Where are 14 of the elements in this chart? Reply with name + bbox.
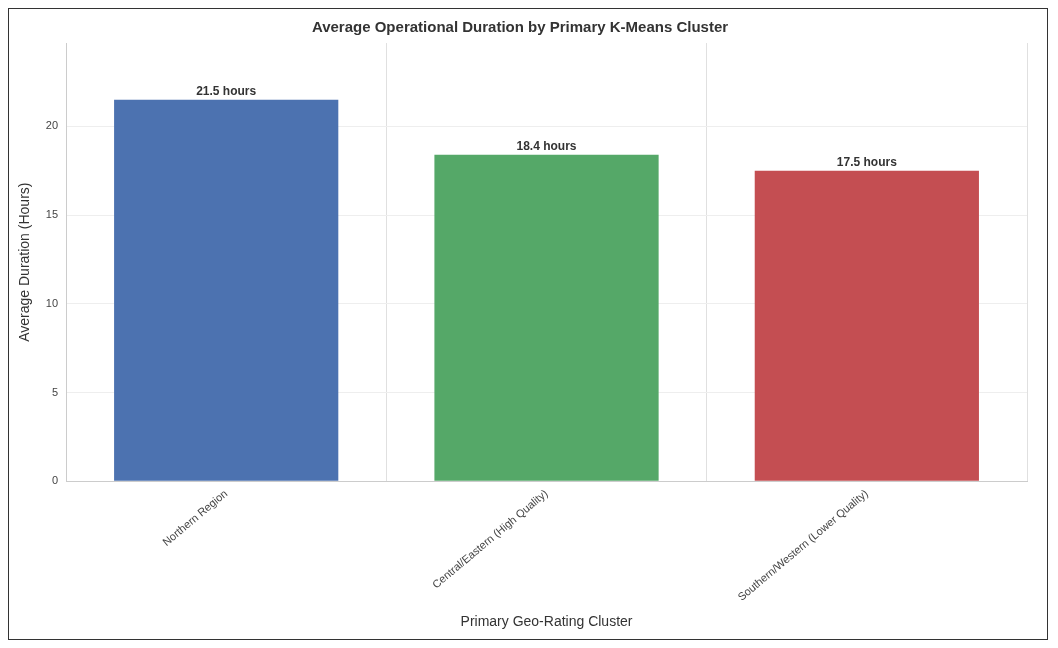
x-axis-title: Primary Geo-Rating Cluster: [460, 613, 633, 630]
y-tick-label: 20: [45, 119, 59, 132]
data-label: 18.4 hours: [516, 139, 577, 154]
data-label: 17.5 hours: [836, 155, 898, 170]
data-label: 21.5 hours: [196, 84, 257, 99]
bar: [434, 154, 659, 481]
y-axis-title: Average Duration (Hours): [16, 182, 33, 342]
y-tick-label: 0: [51, 474, 59, 487]
bar: [114, 99, 339, 481]
chart-title: Average Operational Duration by Primary K-Means Cluster: [311, 18, 729, 36]
y-tick-label: 5: [51, 385, 59, 398]
y-tick-label: 10: [45, 296, 59, 309]
bar: [754, 170, 979, 481]
y-tick-label: 15: [45, 208, 59, 221]
